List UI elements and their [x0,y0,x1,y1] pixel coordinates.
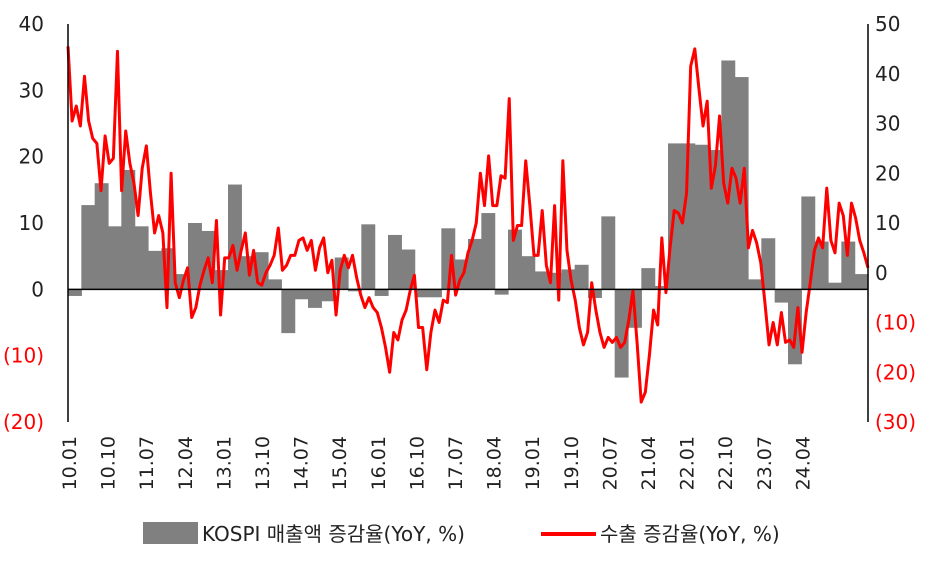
kospi-bar [841,241,856,290]
kospi-bar [494,289,509,295]
x-tick-label: 10.10 [98,436,120,490]
left-tick-label: (10) [3,344,44,368]
legend-label-kospi: KOSPI 매출액 증감율(YoY, %) [202,522,465,546]
left-tick-label: (20) [3,410,44,434]
kospi-bar [94,183,109,290]
kospi-bar [481,213,496,290]
right-tick-label: 0 [875,261,888,285]
x-tick-label: 24.04 [792,436,814,490]
kospi-bar [268,279,282,290]
right-tick-label: 40 [875,62,900,86]
kospi-bar [614,289,629,378]
right-tick-label: (20) [875,360,916,384]
x-tick-label: 16.10 [406,436,428,490]
kospi-bar [121,169,136,290]
right-tick-label: (30) [875,410,916,434]
x-tick-label: 21.04 [638,436,660,490]
kospi-bar [388,234,402,290]
kospi-bar [654,286,669,290]
x-tick-label: 14.07 [291,436,313,490]
kospi-bar [68,289,82,296]
kospi-bar [468,238,482,290]
kospi-bar [134,226,149,290]
x-tick-label: 20.07 [599,436,621,490]
export-line [66,46,870,404]
kospi-bar [428,289,442,298]
x-tick-label: 19.10 [561,436,583,490]
right-tick-label: 50 [875,12,900,36]
x-tick-label: 16.01 [368,436,390,490]
axes [67,24,869,422]
kospi-bar [308,289,322,308]
x-tick-label: 15.04 [329,436,351,490]
right-tick-label: 10 [875,211,900,235]
kospi-bar [694,144,709,290]
kospi-bar [774,289,789,303]
x-tick-label: 11.07 [136,436,158,490]
tick-labels: (20) (10) 0 10 20 30 40 (30) (20) (10) 0 10 20 30 40 50… [3,12,916,490]
kospi-bar [681,143,696,290]
kospi-area-layer [68,60,869,378]
x-tick-label: 19.01 [522,436,544,490]
kospi-bar [188,223,202,290]
kospi-bar [281,289,296,334]
x-tick-label: 22.01 [677,436,699,490]
kospi-bar [721,60,736,290]
right-tick-label: (10) [875,311,916,335]
legend-swatch-kospi [143,522,198,544]
right-tick-label: 20 [875,161,900,185]
x-tick-label: 13.01 [213,436,235,490]
kospi-bar [294,289,309,300]
kospi-bar [508,229,522,290]
export-line-layer [66,46,870,404]
kospi-bar [828,282,842,290]
left-tick-label: 30 [19,78,44,102]
kospi-bar [574,264,589,290]
kospi-bar [361,224,376,290]
kospi-bar [321,289,336,302]
kospi-bar [348,289,362,292]
kospi-bar [854,274,869,290]
kospi-bar [148,250,162,290]
x-tick-label: 13.10 [252,436,274,490]
kospi-bar [521,256,536,290]
x-tick-label: 22.10 [715,436,737,490]
kospi-bar [374,289,389,296]
kospi-bar [761,238,776,290]
left-tick-label: 40 [19,12,44,36]
x-tick-label: 17.07 [445,436,467,490]
x-tick-label: 23.07 [754,436,776,490]
x-tick-label: 10.01 [59,436,81,490]
kospi-bar [81,205,96,290]
kospi-bar [641,268,656,290]
legend: KOSPI 매출액 증감율(YoY, %) 수출 증감율(YoY, %) [143,522,780,546]
right-tick-label: 30 [875,112,900,136]
kospi-bar [414,289,429,298]
kospi-bar [601,216,616,290]
legend-label-export: 수출 증감율(YoY, %) [600,522,780,546]
kospi-bar [814,241,829,290]
left-tick-label: 10 [19,211,44,235]
kospi-bar [534,271,549,290]
x-tick-label: 18.04 [484,436,506,490]
left-tick-label: 20 [19,145,44,169]
kospi-bar [801,196,816,290]
left-tick-label: 0 [31,277,44,301]
kospi-bar [441,228,456,290]
kospi-bar [748,279,762,290]
kospi-bar [108,226,122,290]
x-tick-label: 12.04 [175,436,197,490]
kospi-bar [228,184,242,290]
kospi-bar [588,289,602,298]
